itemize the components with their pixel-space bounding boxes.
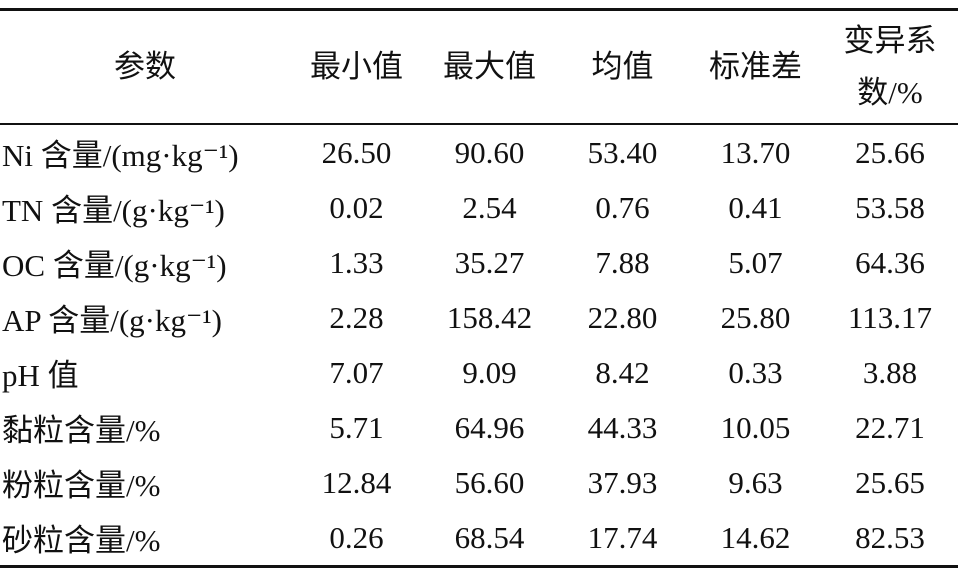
table-cell: 0.02 <box>329 189 384 225</box>
table-cell: 25.65 <box>855 464 925 500</box>
table-cell: 14.62 <box>720 519 791 555</box>
table-cell: 2.54 <box>462 189 517 225</box>
table-cell: 12.84 <box>321 464 392 500</box>
table-cell: 113.17 <box>847 299 933 335</box>
header-cell: 参数 <box>114 49 176 84</box>
table-cell: 25.66 <box>855 134 925 170</box>
table-cell: 53.40 <box>587 134 658 170</box>
table-row: 黏粒含量/% 5.71 64.96 44.33 10.05 22.71 <box>0 400 958 455</box>
table-cell: 68.54 <box>454 519 525 555</box>
table-cell: 1.33 <box>329 244 384 280</box>
data-table: 参数 最小值 最大值 均值 标准差 变异系数/% Ni 含量/(mg·kg⁻¹) 26.50… <box>0 8 958 568</box>
table-cell: 9.09 <box>462 354 517 390</box>
header-cell: 变异系数/% <box>843 23 937 110</box>
table-cell: 35.27 <box>454 244 525 280</box>
table-row: 粉粒含量/% 12.84 56.60 37.93 9.63 25.65 <box>0 455 958 510</box>
table-cell: 44.33 <box>587 409 658 445</box>
table-row: OC 含量/(g·kg⁻¹) 1.33 35.27 7.88 5.07 64.36 <box>0 235 958 290</box>
table-cell: 7.88 <box>595 244 650 280</box>
table-header: 参数 最小值 最大值 均值 标准差 变异系数/% <box>0 9 958 124</box>
table-cell: 17.74 <box>587 519 658 555</box>
table-cell: 3.88 <box>862 354 918 390</box>
row-label: 黏粒含量/% <box>2 413 161 448</box>
row-label: 粉粒含量/% <box>2 468 161 503</box>
row-label: TN 含量/(g·kg⁻¹) <box>2 193 225 228</box>
table-cell: 0.41 <box>728 189 783 225</box>
table-row: AP 含量/(g·kg⁻¹) 2.28 158.42 22.80 25.80 113.17 <box>0 290 958 345</box>
table-cell: 2.28 <box>329 299 384 335</box>
table-row: pH 值 7.07 9.09 8.42 0.33 3.88 <box>0 345 958 400</box>
table-cell: 5.71 <box>329 409 384 445</box>
table-cell: 22.80 <box>587 299 658 335</box>
table-cell: 53.58 <box>855 189 925 225</box>
table-cell: 9.63 <box>728 464 783 500</box>
table-body: Ni 含量/(mg·kg⁻¹) 26.50 90.60 53.40 13.70 25.66… <box>0 124 958 567</box>
header-row: 参数 最小值 最大值 均值 标准差 变异系数/% <box>0 9 958 124</box>
table-cell: 10.05 <box>720 409 791 445</box>
row-label: pH 值 <box>2 358 79 393</box>
table-cell: 64.96 <box>454 409 525 445</box>
table-cell: 5.07 <box>728 244 783 280</box>
header-cell: 最小值 <box>310 49 403 84</box>
table-cell: 13.70 <box>720 134 791 170</box>
table-cell: 37.93 <box>587 464 658 500</box>
header-cell: 均值 <box>591 49 654 84</box>
row-label: Ni 含量/(mg·kg⁻¹) <box>2 138 239 173</box>
table-cell: 56.60 <box>454 464 525 500</box>
table-cell: 64.36 <box>855 244 925 280</box>
table-row: 砂粒含量/% 0.26 68.54 17.74 14.62 82.53 <box>0 510 958 567</box>
table-cell: 26.50 <box>321 134 392 170</box>
header-cell: 最大值 <box>443 49 536 84</box>
table-cell: 90.60 <box>454 134 525 170</box>
table-cell: 0.76 <box>595 189 650 225</box>
table-row: Ni 含量/(mg·kg⁻¹) 26.50 90.60 53.40 13.70 25.66 <box>0 124 958 180</box>
table-cell: 8.42 <box>595 354 650 390</box>
table-cell: 0.33 <box>728 354 783 390</box>
table-cell: 0.26 <box>329 519 384 555</box>
table-cell: 25.80 <box>720 299 791 335</box>
table-cell: 82.53 <box>855 519 925 555</box>
row-label: 砂粒含量/% <box>2 523 161 558</box>
table-row: TN 含量/(g·kg⁻¹) 0.02 2.54 0.76 0.41 53.58 <box>0 180 958 235</box>
header-cell: 标准差 <box>709 49 802 84</box>
table-cell: 7.07 <box>329 354 384 390</box>
table-cell: 158.42 <box>446 299 533 335</box>
table-cell: 22.71 <box>855 409 925 445</box>
row-label: OC 含量/(g·kg⁻¹) <box>2 248 227 283</box>
row-label: AP 含量/(g·kg⁻¹) <box>2 303 222 338</box>
